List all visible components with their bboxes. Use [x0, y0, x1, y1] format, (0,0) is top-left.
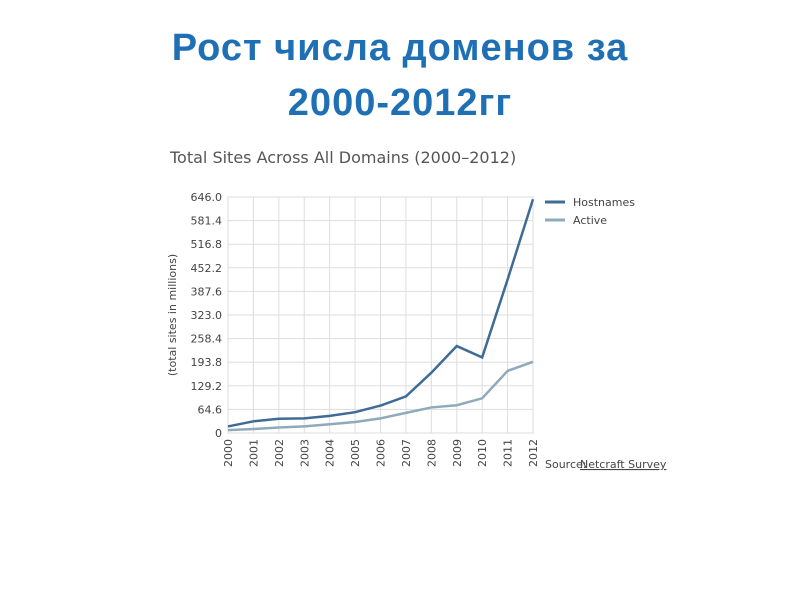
source-label: Source:: [545, 458, 587, 471]
x-tick-label: 2010: [476, 439, 489, 467]
y-axis-label: (total sites in millions): [166, 254, 179, 376]
line: [227, 198, 535, 428]
x-tick-label: 2003: [298, 439, 311, 467]
x-tick-label: 2007: [400, 439, 413, 467]
heading: 2000-2012гг: [288, 82, 512, 124]
y-tick-label: 516.8: [191, 238, 223, 251]
line: [227, 360, 534, 432]
chart-title: Total Sites Across All Domains (2000–201…: [169, 148, 516, 167]
x-tick-label: 2002: [273, 439, 286, 467]
y-tick-label: 258.4: [191, 333, 223, 346]
y-tick-label: 387.6: [191, 285, 223, 298]
x-tick-label: 2000: [222, 439, 235, 467]
legend-label: Active: [573, 214, 607, 227]
x-tick-label: 2006: [375, 439, 388, 467]
x-tick-label: 2005: [349, 439, 362, 467]
y-tick-label: 452.2: [191, 262, 223, 275]
heading: Рост числа доменов за: [172, 27, 628, 69]
x-tick-label: 2009: [451, 439, 464, 467]
x-tick-label: 2011: [502, 439, 515, 467]
source: Netcraft Survey: [580, 458, 667, 471]
y-tick-label: 129.2: [191, 380, 223, 393]
y-tick-label: 64.6: [198, 403, 223, 416]
x-tick-label: 2001: [247, 439, 260, 467]
x-tick-label: 2008: [425, 439, 438, 467]
y-tick-label: 581.4: [191, 215, 223, 228]
y-tick-label: 193.8: [191, 356, 223, 369]
legend-label: Hostnames: [573, 196, 635, 209]
x-tick-label: 2004: [324, 439, 337, 467]
x-tick-label: 2012: [527, 439, 540, 467]
y-tick-label: 0: [215, 427, 222, 440]
y-tick-label: 646.0: [191, 191, 223, 204]
y-tick-label: 323.0: [191, 309, 223, 322]
